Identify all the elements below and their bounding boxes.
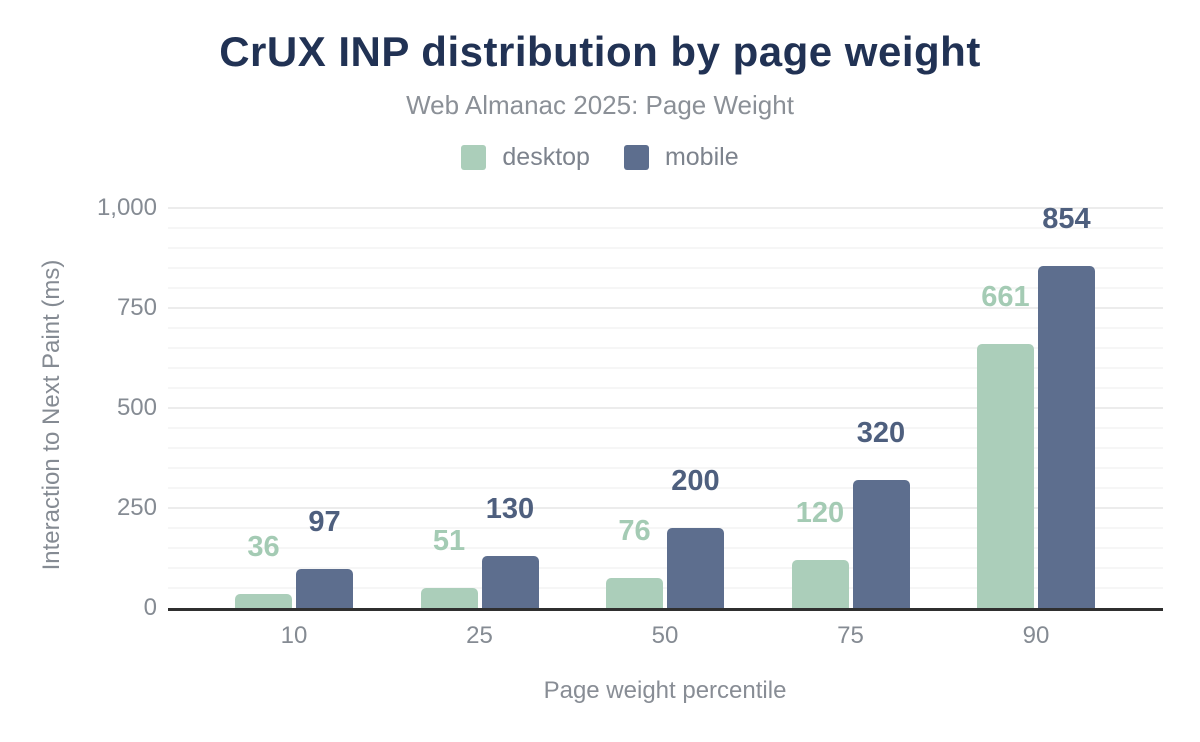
gridline-150 (168, 547, 1163, 549)
gridline-600 (168, 367, 1163, 369)
value-label-desktop-p25: 51 (432, 524, 466, 557)
gridline-250 (168, 507, 1163, 509)
legend: desktop mobile (0, 143, 1200, 172)
y-tick-label-0: 0 (143, 594, 157, 621)
gridline-100 (168, 567, 1163, 569)
bar-mobile-p75 (852, 480, 910, 608)
gridline-1000 (168, 207, 1163, 209)
bar-desktop-p75 (791, 560, 849, 608)
gridline-750 (168, 307, 1163, 309)
bar-desktop-p50 (606, 577, 663, 608)
chart-subtitle: Web Almanac 2025: Page Weight (406, 90, 794, 120)
gridline-850 (168, 267, 1163, 269)
gridline-700 (168, 327, 1163, 329)
gridline-350 (168, 467, 1163, 469)
bar-mobile-p50 (667, 528, 724, 608)
chart-title: CrUX INP distribution by page weight (219, 28, 981, 75)
gridline-300 (168, 487, 1163, 489)
bar-mobile-p25 (481, 556, 539, 608)
bar-desktop-p90 (977, 343, 1034, 608)
gridline-800 (168, 287, 1163, 289)
legend-item-desktop: desktop (461, 143, 590, 172)
value-label-desktop-p90: 661 (981, 280, 1030, 313)
y-tick-label-250: 250 (116, 494, 157, 521)
gridline-50 (168, 587, 1163, 589)
x-tick-label-25: 25 (466, 622, 493, 649)
y-tick-label-1000: 1,000 (96, 194, 157, 221)
x-tick-label-50: 50 (651, 622, 679, 649)
x-tick-label-10: 10 (280, 622, 308, 649)
bar-mobile-p90 (1038, 266, 1095, 608)
value-label-desktop-p10: 36 (247, 530, 280, 563)
x-tick-label-90: 90 (1022, 622, 1050, 649)
gridline-200 (168, 527, 1163, 529)
mobile-swatch (623, 145, 649, 170)
gridline-400 (168, 447, 1163, 449)
gridline-450 (168, 427, 1163, 429)
x-axis-title: Page weight percentile (543, 677, 787, 704)
value-label-desktop-p75: 120 (795, 497, 845, 529)
x-tick-label-75: 75 (837, 622, 864, 649)
legend-label-mobile: mobile (664, 143, 739, 171)
bar-desktop-p10 (235, 593, 292, 608)
gridline-550 (168, 387, 1163, 389)
y-tick-label-750: 750 (116, 294, 157, 321)
gridline-650 (168, 347, 1163, 349)
value-label-mobile-p50: 200 (671, 465, 720, 497)
y-tick-label-500: 500 (116, 394, 157, 421)
bar-desktop-p25 (420, 587, 478, 608)
value-label-mobile-p75: 320 (856, 417, 906, 449)
gridline-950 (168, 227, 1163, 229)
value-label-mobile-p90: 854 (1042, 203, 1091, 236)
value-label-mobile-p25: 130 (485, 493, 535, 525)
legend-item-mobile: mobile (623, 143, 739, 172)
value-label-mobile-p10: 97 (308, 506, 341, 539)
desktop-swatch (461, 145, 487, 170)
value-label-desktop-p50: 76 (618, 514, 651, 547)
bar-mobile-p10 (296, 569, 353, 608)
plot-area: 36 51 76 120 661 97 130 200 320 854 10 25 50 75 90 (168, 204, 1163, 649)
gridline-900 (168, 247, 1163, 249)
gridline-500 (168, 407, 1163, 409)
legend-label-desktop: desktop (502, 143, 590, 171)
x-axis-line (168, 608, 1163, 611)
